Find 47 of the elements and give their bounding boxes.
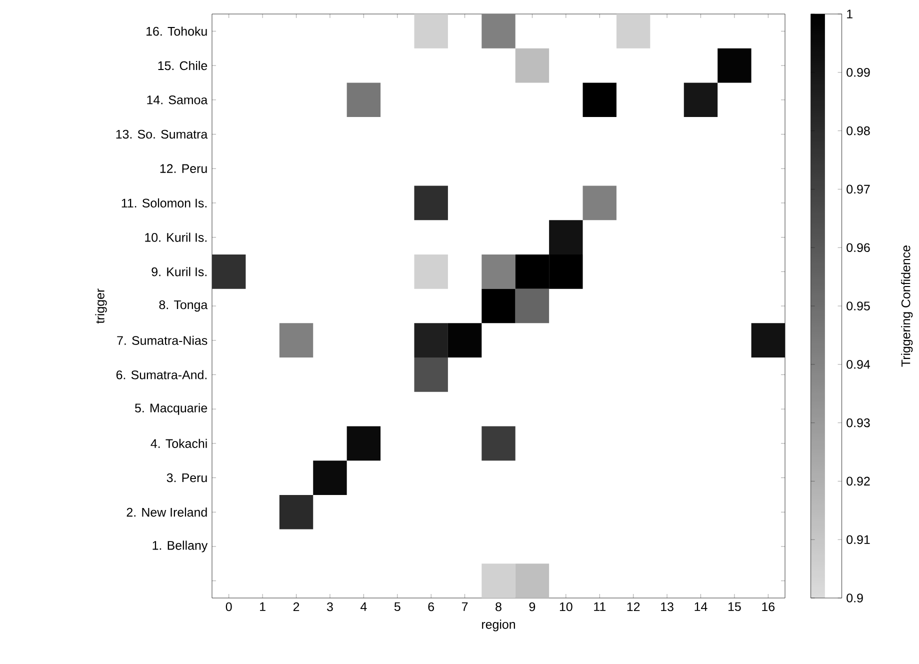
y-tick-label: 7. Sumatra-Nias	[117, 336, 208, 345]
y-tick-label: 1. Bellany	[152, 540, 208, 552]
y-tick-label: 11. Solomon Is.	[122, 198, 207, 208]
y-tick-label: 6. Sumatra-And.	[116, 370, 207, 380]
color-bar-label: 0.98	[846, 126, 870, 136]
color-bar-label: 0.97	[846, 184, 870, 194]
x-axis-title: region	[482, 620, 515, 632]
y-tick-label: 13. So. Sumatra	[116, 130, 208, 139]
y-tick-label: 10. Kuril Is.	[145, 232, 207, 242]
y-tick-label: 5. Macquarie	[135, 403, 208, 415]
x-tick-label: 6	[428, 602, 434, 612]
x-tick-label: 12	[627, 602, 640, 612]
color-bar-label: 0.93	[846, 418, 870, 428]
y-tick-label: 9. Kuril Is.	[152, 267, 207, 276]
color-bar-title: Triggering Confidence	[901, 246, 913, 367]
x-tick-label: 7	[462, 602, 468, 611]
y-tick-label: 12. Peru	[160, 164, 207, 173]
x-tick-label: 14	[694, 602, 708, 611]
x-tick-label: 2	[293, 602, 300, 612]
y-tick-label: 4. Tokachi	[150, 438, 207, 448]
color-bar-label: 1	[847, 10, 852, 18]
x-tick-label: 16	[762, 602, 775, 612]
x-tick-label: 0	[226, 602, 232, 612]
y-tick-label: 2. New Ireland	[126, 508, 207, 517]
x-tick-label: 15	[728, 602, 741, 612]
y-tick-label: 15. Chile	[158, 60, 208, 70]
x-tick-label: 10	[560, 602, 572, 612]
y-axis-title: trigger	[95, 288, 107, 324]
x-tick-label: 4	[360, 602, 367, 611]
x-tick-label: 11	[594, 602, 606, 611]
color-bar-label: 0.96	[846, 243, 870, 252]
x-tick-label: 3	[326, 602, 333, 612]
color-bar-label: 0.92	[846, 476, 870, 486]
color-bar-label: 0.94	[846, 360, 870, 369]
x-tick-label: 9	[529, 602, 536, 612]
x-tick-label: 13	[661, 602, 674, 612]
color-bar-label: 0.91	[846, 535, 870, 544]
y-tick-label: 8. Tonga	[159, 300, 208, 312]
color-bar-label: 0.95	[846, 302, 870, 310]
color-bar-label: 0.9	[846, 594, 863, 602]
x-tick-label: 8	[496, 602, 502, 612]
color-bar-label: 0.99	[846, 68, 870, 77]
x-tick-label: 1	[260, 602, 266, 611]
y-tick-label: 16. Tohoku	[146, 26, 207, 36]
y-tick-label: 3. Peru	[166, 473, 207, 482]
y-tick-label: 14. Samoa	[147, 95, 208, 104]
x-tick-label: 5	[394, 602, 400, 612]
